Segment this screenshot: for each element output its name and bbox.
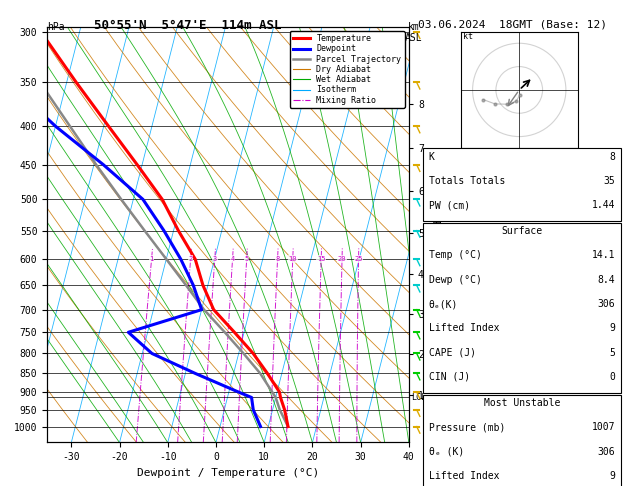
Text: 0: 0 — [609, 372, 615, 382]
Bar — [423, 395, 621, 486]
Text: 9: 9 — [609, 471, 615, 481]
Text: km
ASL: km ASL — [405, 22, 423, 43]
Text: Dewp (°C): Dewp (°C) — [428, 275, 482, 285]
Text: K: K — [428, 152, 435, 161]
Text: 35: 35 — [603, 176, 615, 186]
Text: 8: 8 — [276, 256, 280, 262]
Text: 15: 15 — [317, 256, 325, 262]
Text: 25: 25 — [354, 256, 363, 262]
Text: 8.4: 8.4 — [598, 275, 615, 285]
Text: 20: 20 — [338, 256, 347, 262]
Text: 3: 3 — [213, 256, 217, 262]
Text: Most Unstable: Most Unstable — [484, 398, 560, 408]
X-axis label: Dewpoint / Temperature (°C): Dewpoint / Temperature (°C) — [137, 468, 319, 478]
Text: Surface: Surface — [501, 226, 542, 236]
Bar — [423, 148, 621, 221]
Text: 1007: 1007 — [591, 422, 615, 432]
Text: 8: 8 — [609, 152, 615, 161]
Text: Lifted Index: Lifted Index — [428, 323, 499, 333]
Text: Pressure (mb): Pressure (mb) — [428, 422, 505, 432]
Bar — [423, 223, 621, 393]
Text: kt: kt — [463, 32, 473, 41]
Text: 4: 4 — [230, 256, 235, 262]
Text: hPa: hPa — [47, 22, 65, 32]
Legend: Temperature, Dewpoint, Parcel Trajectory, Dry Adiabat, Wet Adiabat, Isotherm, Mi: Temperature, Dewpoint, Parcel Trajectory… — [290, 31, 404, 108]
Text: 5: 5 — [245, 256, 249, 262]
Text: Lifted Index: Lifted Index — [428, 471, 499, 481]
Text: Temp (°C): Temp (°C) — [428, 250, 482, 260]
Text: 2: 2 — [189, 256, 192, 262]
Text: 306: 306 — [598, 299, 615, 309]
Text: CAPE (J): CAPE (J) — [428, 347, 476, 358]
Text: θₑ(K): θₑ(K) — [428, 299, 458, 309]
Text: 306: 306 — [598, 447, 615, 456]
Text: 5: 5 — [609, 347, 615, 358]
Text: Totals Totals: Totals Totals — [428, 176, 505, 186]
Text: 1: 1 — [150, 256, 153, 262]
Text: PW (cm): PW (cm) — [428, 200, 470, 210]
Y-axis label: Mixing Ratio (g/kg): Mixing Ratio (g/kg) — [430, 179, 440, 290]
Text: CIN (J): CIN (J) — [428, 372, 470, 382]
Text: 1.44: 1.44 — [591, 200, 615, 210]
Text: 14.1: 14.1 — [591, 250, 615, 260]
Text: 03.06.2024  18GMT (Base: 12): 03.06.2024 18GMT (Base: 12) — [418, 19, 607, 30]
Text: 10: 10 — [289, 256, 297, 262]
Text: θₑ (K): θₑ (K) — [428, 447, 464, 456]
Text: 50°55'N  5°47'E  114m ASL: 50°55'N 5°47'E 114m ASL — [94, 19, 282, 33]
Text: LCL: LCL — [411, 393, 426, 402]
Text: 9: 9 — [609, 323, 615, 333]
